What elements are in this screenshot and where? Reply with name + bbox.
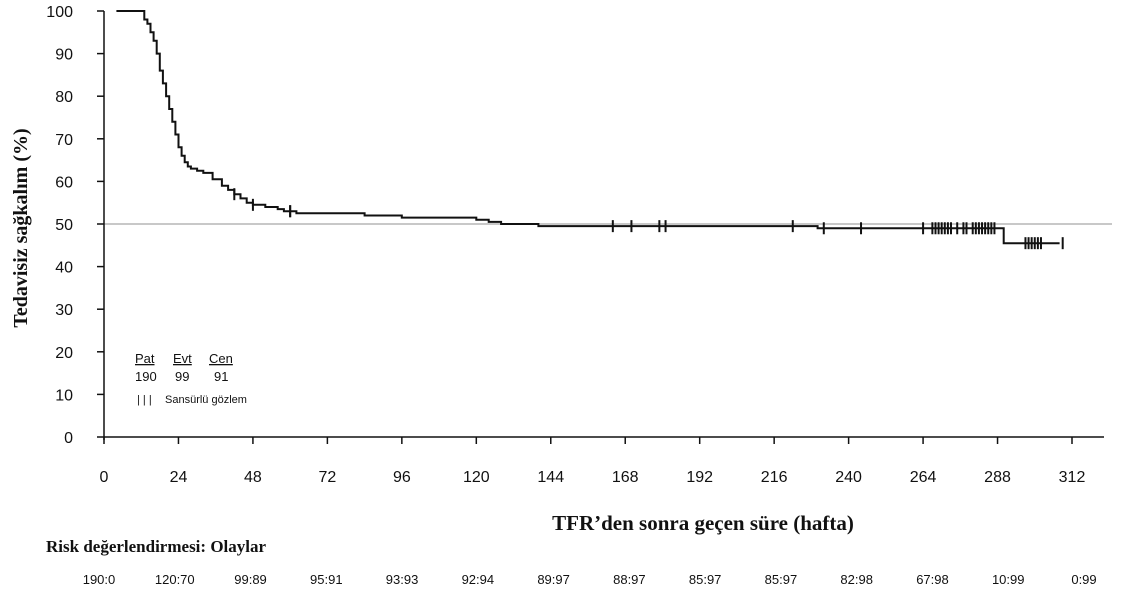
risk-value: 99:89 [234,572,267,587]
y-tick-label: 90 [55,47,73,64]
censored-label: Sansürlü gözlem [165,394,247,406]
y-tick-label: 30 [55,302,73,319]
survival-step-line [116,10,1060,245]
x-axis-label: TFR’den sonra geçen süre (hafta) [552,511,854,535]
x-tick-label: 168 [612,469,639,486]
legend: Pat Evt Cen 190 99 91 | | | Sansürlü göz… [135,351,247,406]
x-tick-label: 72 [318,469,336,486]
censored-symbol: | | | [137,394,152,406]
y-tick-label: 0 [64,430,73,447]
risk-value: 85:97 [689,572,722,587]
x-tick-label: 96 [393,469,411,486]
legend-header-pat: Pat [135,351,155,366]
risk-value: 89:97 [537,572,570,587]
risk-value: 88:97 [613,572,646,587]
risk-value: 190:0 [83,572,116,587]
risk-title: Risk değerlendirmesi: Olaylar [46,537,266,556]
x-tick-label: 240 [835,469,862,486]
y-tick-label: 80 [55,89,73,106]
x-tick-label: 216 [761,469,788,486]
x-axis: 0 24 48 72 96 120 144 168 192 216 240 264 288 312 [100,436,1104,486]
y-tick-label: 100 [46,4,73,21]
risk-values: 190:0 120:70 99:89 95:91 93:93 92:94 89:97 88:9… [83,572,1097,587]
y-tick-label: 60 [55,174,73,191]
survival-curve [116,10,1060,245]
y-tick-label: 50 [55,217,73,234]
risk-value: 95:91 [310,572,343,587]
legend-value-pat: 190 [135,369,157,384]
x-tick-label: 192 [686,469,713,486]
legend-value-cen: 91 [214,369,228,384]
x-tick-label: 48 [244,469,262,486]
x-tick-label: 312 [1059,469,1086,486]
y-tick-label: 10 [55,387,73,404]
y-axis: 0 10 20 30 40 50 60 70 80 90 100 [46,4,105,447]
risk-value: 10:99 [992,572,1025,587]
risk-value: 0:99 [1071,572,1096,587]
y-tick-label: 40 [55,260,73,277]
y-tick-label: 20 [55,345,73,362]
y-tick-label: 70 [55,132,73,149]
legend-header-cen: Cen [209,351,233,366]
risk-value: 120:70 [155,572,195,587]
legend-header-evt: Evt [173,351,192,366]
risk-value: 82:98 [840,572,873,587]
risk-value: 93:93 [386,572,419,587]
x-tick-label: 120 [463,469,490,486]
legend-value-evt: 99 [175,369,189,384]
x-tick-label: 24 [170,469,188,486]
risk-value: 67:98 [916,572,949,587]
x-tick-label: 288 [984,469,1011,486]
x-tick-label: 0 [100,469,109,486]
risk-value: 85:97 [765,572,798,587]
risk-value: 92:94 [462,572,495,587]
y-axis-label: Tedavisiz sağkalım (%) [10,128,32,327]
x-tick-label: 144 [537,469,564,486]
censor-marks [233,188,1064,250]
x-tick-label: 264 [910,469,937,486]
